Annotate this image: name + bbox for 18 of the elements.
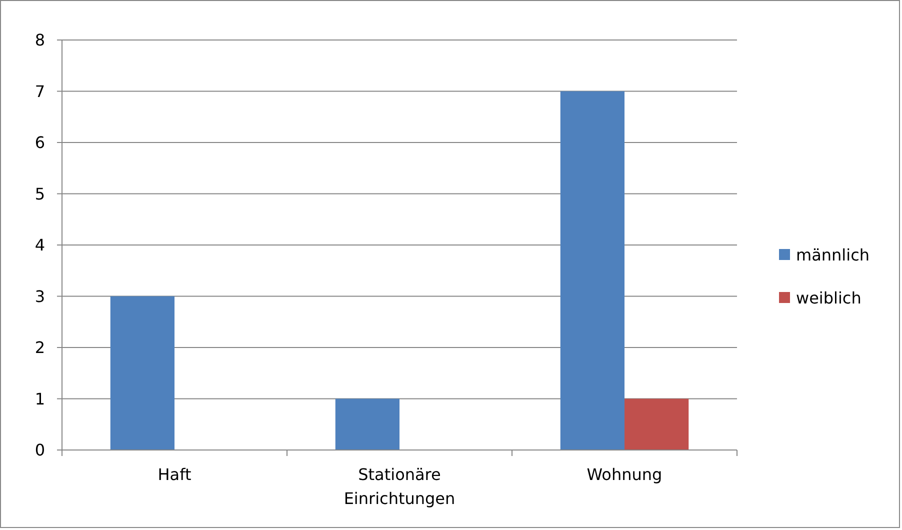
bar xyxy=(335,398,400,450)
y-tick-label: 4 xyxy=(34,236,46,255)
y-tick-label: 5 xyxy=(34,184,46,204)
x-tick-label: Haft xyxy=(158,465,192,484)
bar xyxy=(560,91,624,450)
bar xyxy=(110,296,174,450)
y-tick-label: 0 xyxy=(34,440,46,460)
y-tick-label: 7 xyxy=(34,82,46,101)
y-tick-label: 6 xyxy=(34,133,46,152)
y-tick-label: 2 xyxy=(34,338,46,358)
x-tick-label: Wohnung xyxy=(586,465,662,484)
bar xyxy=(624,398,689,450)
x-tick-label: Stationäre Einrichtungen xyxy=(344,465,456,508)
legend-label: weiblich xyxy=(796,288,862,308)
legend-label: männlich xyxy=(796,246,870,265)
y-tick-label: 8 xyxy=(34,30,46,50)
y-tick-label: 1 xyxy=(34,389,46,408)
y-tick-label: 3 xyxy=(34,286,46,306)
